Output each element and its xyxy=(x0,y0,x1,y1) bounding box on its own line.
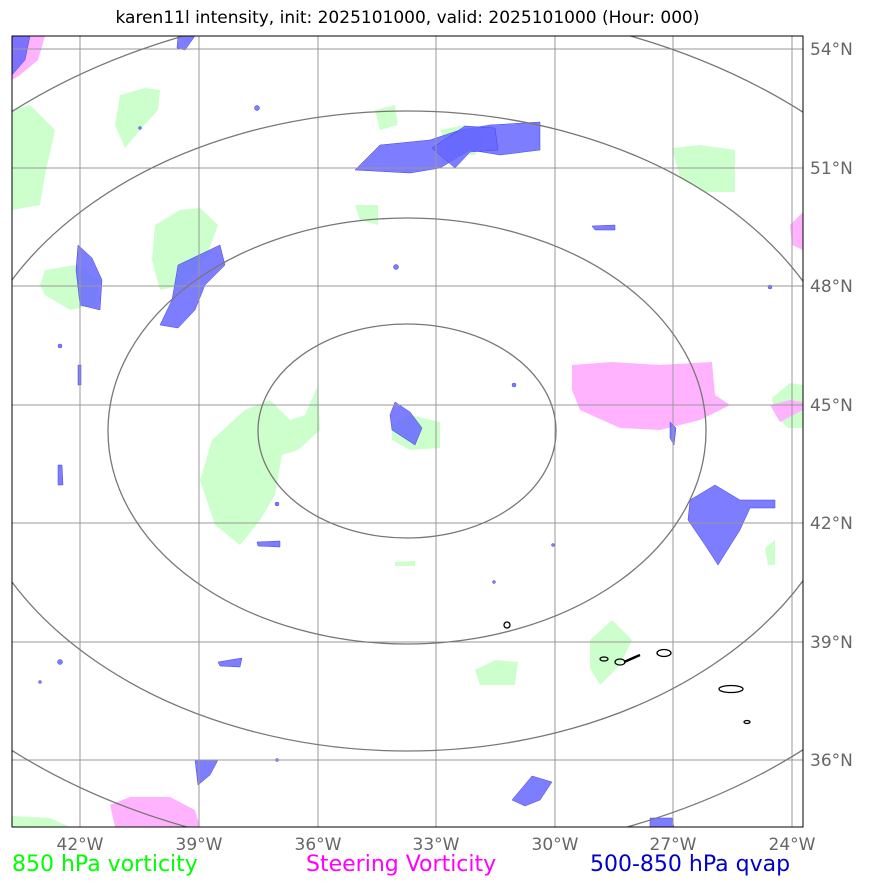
lon-label-24w: 24°W xyxy=(769,835,816,855)
range-rings xyxy=(12,36,803,827)
qvap-region xyxy=(75,244,103,311)
range-ring-1 xyxy=(257,323,557,539)
qvap-dot xyxy=(274,501,280,507)
lat-label-48n: 48°N xyxy=(810,277,853,297)
intensity-contours xyxy=(503,621,751,725)
qvap-dot xyxy=(38,680,42,684)
vort850-region xyxy=(475,660,518,685)
plot-frame xyxy=(11,35,804,828)
lat-label-36n: 36°N xyxy=(810,751,853,771)
steering-region xyxy=(572,362,730,430)
qvap-region xyxy=(57,464,64,486)
qvap-region xyxy=(649,817,675,827)
legend-850hpa-vorticity: 850 hPa vorticity xyxy=(12,852,198,877)
vort850-region xyxy=(355,205,378,225)
vorticity-850-regions xyxy=(12,88,803,827)
lon-label-42w: 42°W xyxy=(57,835,104,855)
qvap-dot xyxy=(57,659,63,665)
contour xyxy=(503,621,511,629)
lon-label-27w: 27°W xyxy=(650,835,697,855)
qvap-region xyxy=(389,401,423,446)
contour xyxy=(623,653,641,664)
vort850-region xyxy=(115,88,160,148)
lat-label-54n: 54°N xyxy=(810,40,853,60)
contour xyxy=(743,719,751,725)
vort850-region xyxy=(152,208,218,290)
vort850-region xyxy=(590,620,632,685)
qvap-dot xyxy=(393,264,399,270)
latitude-labels: 54°N 51°N 48°N 45°N 42°N 39°N 36°N xyxy=(810,40,853,771)
vort850-region xyxy=(200,385,320,545)
longitude-labels: 42°W 39°W 36°W 33°W 30°W 27°W 24°W xyxy=(57,835,816,855)
legend-qvap: 500-850 hPa qvap xyxy=(590,852,791,877)
legend-steering-vorticity: Steering Vorticity xyxy=(306,852,497,877)
vort850-region xyxy=(12,105,55,210)
range-ring-2 xyxy=(107,217,707,645)
lat-label-51n: 51°N xyxy=(810,159,853,179)
qvap-dot xyxy=(254,105,260,111)
contour xyxy=(599,656,609,662)
qvap-dot xyxy=(57,343,63,349)
qvap-dot xyxy=(511,382,517,388)
lat-label-45n: 45°N xyxy=(810,396,853,416)
qvap-region xyxy=(176,36,196,51)
map-plot-area xyxy=(12,36,803,827)
lat-label-42n: 42°N xyxy=(810,514,853,534)
lon-label-36w: 36°W xyxy=(295,835,342,855)
qvap-region xyxy=(256,540,281,548)
lon-label-39w: 39°W xyxy=(176,835,223,855)
lat-label-39n: 39°N xyxy=(810,633,853,653)
vort850-region xyxy=(12,816,70,827)
qvap-dot xyxy=(138,126,142,130)
lon-label-33w: 33°W xyxy=(413,835,460,855)
steering-region xyxy=(110,797,200,827)
range-ring-3 xyxy=(12,110,803,752)
qvap-region xyxy=(194,759,219,786)
steering-region xyxy=(790,212,803,250)
map-title: karen11l intensity, init: 2025101000, va… xyxy=(115,8,700,28)
qvap-dot xyxy=(551,543,555,547)
vort850-region xyxy=(395,561,415,566)
vort850-region xyxy=(765,540,775,565)
contour xyxy=(656,648,672,658)
qvap-region xyxy=(12,36,31,76)
qvap-region xyxy=(591,224,616,231)
qvap-region xyxy=(687,484,776,566)
qvap-region xyxy=(217,657,243,668)
qvap-dot xyxy=(492,580,496,584)
lon-label-30w: 30°W xyxy=(532,835,579,855)
vort850-region xyxy=(375,105,398,130)
qvap-region xyxy=(511,775,553,807)
contour xyxy=(718,684,744,694)
